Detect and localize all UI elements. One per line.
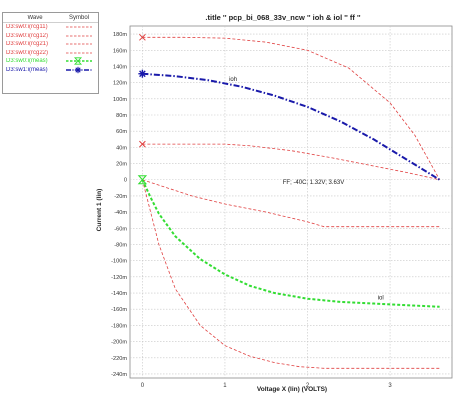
legend-item-label: D3:sw0:i(rcg22) [6, 49, 49, 56]
series-3 [142, 179, 440, 228]
y-tick-label: -40m [114, 210, 127, 216]
y-tick-label: -60m [114, 226, 127, 232]
series-marker [137, 175, 148, 185]
y-tick-label: -200m [111, 340, 127, 346]
legend-item[interactable]: D3:sw0:i(meas) [3, 57, 98, 66]
series-line [141, 179, 440, 369]
y-tick-label: 0 [124, 178, 127, 184]
x-axis-label: Voltage X (lin) (VOLTS) [257, 386, 327, 393]
series-4 [141, 179, 440, 369]
annotation-label: iol [378, 296, 384, 302]
legend-symbol [66, 35, 92, 37]
y-tick-label: -240m [111, 372, 127, 378]
grid [130, 26, 452, 378]
y-tick-label: 20m [116, 162, 127, 168]
y-tick-label: -20m [114, 194, 127, 200]
y-tick-label: 140m [113, 64, 127, 70]
legend: Wave Symbol D3:sw0:i(rcg11) D3:sw0:i(rcg1… [2, 12, 99, 94]
legend-item-label: D3:sw1:i(meas) [6, 66, 48, 73]
legend-header-symbol: Symbol [68, 14, 89, 21]
y-tick-label: 160m [113, 48, 127, 54]
series-marker [138, 69, 147, 78]
axes: 0 1 2 3 180m 160m 140m 120m 100m 80m 60m 40m 20m 0 -20… [111, 32, 392, 389]
y-tick-label: 120m [113, 81, 127, 87]
series-line [142, 179, 440, 228]
legend-item[interactable]: D3:sw0:i(rcg12) [3, 32, 98, 41]
legend-item[interactable]: D3:sw1:i(meas) [3, 66, 98, 75]
series-marker [139, 140, 146, 148]
legend-symbol [66, 26, 92, 28]
x-tick-label: 3 [388, 383, 392, 389]
legend-header: Wave Symbol [3, 13, 98, 23]
legend-symbol [66, 52, 92, 54]
y-tick-label: 180m [113, 32, 127, 38]
x-tick-label: 0 [141, 383, 145, 389]
series-5 [137, 175, 440, 308]
y-tick-label: 80m [116, 113, 127, 119]
y-tick-label: -220m [111, 356, 127, 362]
legend-symbol [66, 43, 92, 45]
y-tick-label: 100m [113, 97, 127, 103]
legend-item[interactable]: D3:sw0:i(rcg11) [3, 23, 98, 32]
annotations: ioh FF; -40C; 1.32V; 3.63V iol [229, 77, 384, 301]
y-tick-label: -180m [111, 323, 127, 329]
y-tick-label: -140m [111, 291, 127, 297]
y-tick-label: -160m [111, 307, 127, 313]
x-tick-label: 2 [306, 383, 310, 389]
series-line [142, 72, 441, 181]
legend-item-label: D3:sw0:i(rcg11) [6, 24, 48, 31]
annotation-label: ioh [229, 77, 237, 83]
legend-item-label: D3:sw0:i(meas) [6, 58, 48, 65]
legend-item[interactable]: D3:sw0:i(rcg22) [3, 49, 98, 58]
legend-symbol [66, 66, 92, 73]
chart-title: .title '' pcp_bi_068_33v_ncw '' ioh & io… [205, 13, 360, 22]
y-tick-label: 60m [116, 129, 127, 135]
annotation-label: FF; -40C; 1.32V; 3.63V [283, 180, 344, 186]
plot-area [129, 25, 453, 379]
series-layer [137, 33, 441, 369]
legend-item[interactable]: D3:sw0:i(rcg21) [3, 40, 98, 49]
legend-header-wave: Wave [27, 14, 43, 21]
legend-item-label: D3:sw0:i(rcg12) [6, 32, 49, 39]
x-tick-label: 1 [223, 383, 227, 389]
series-line [142, 143, 440, 181]
legend-item-label: D3:sw0:i(rcg21) [6, 41, 49, 48]
y-tick-label: -100m [111, 259, 127, 265]
series-6 [138, 69, 441, 181]
series-line [142, 36, 440, 180]
series-marker [139, 33, 146, 41]
y-tick-label: -120m [111, 275, 127, 281]
series-1 [139, 33, 440, 180]
y-tick-label: -80m [114, 242, 127, 248]
legend-symbol [66, 57, 92, 65]
y-tick-label: 40m [116, 145, 127, 151]
series-2 [139, 140, 440, 181]
legend-rows: D3:sw0:i(rcg11) D3:sw0:i(rcg12) D3:sw0:i(r… [3, 23, 98, 74]
y-axis-label: Current 1 (lin) [96, 189, 103, 232]
series-line [141, 179, 440, 308]
